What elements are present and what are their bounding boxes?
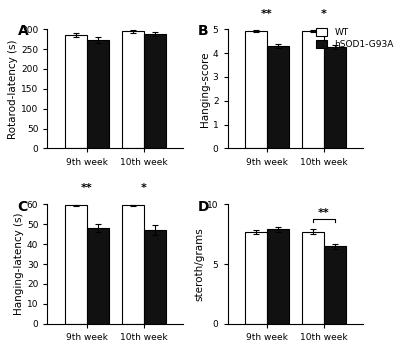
Text: D: D: [198, 199, 209, 213]
Bar: [144, 230, 166, 324]
Bar: [267, 47, 289, 148]
Text: A: A: [18, 25, 28, 38]
Bar: [324, 246, 346, 324]
Bar: [87, 228, 109, 324]
Bar: [324, 47, 346, 148]
Bar: [302, 232, 324, 324]
Bar: [65, 35, 87, 148]
Bar: [267, 230, 289, 324]
Bar: [302, 31, 324, 148]
Text: **: **: [261, 9, 273, 19]
Bar: [65, 205, 87, 324]
Y-axis label: Rotarod-latency (s): Rotarod-latency (s): [8, 39, 18, 139]
Bar: [122, 31, 144, 148]
Text: **: **: [318, 208, 330, 218]
Text: C: C: [18, 199, 28, 213]
Y-axis label: steroth/grams: steroth/grams: [194, 227, 204, 301]
Bar: [122, 205, 144, 324]
Y-axis label: Hanging-score: Hanging-score: [200, 51, 210, 127]
Bar: [87, 40, 109, 148]
Bar: [144, 34, 166, 148]
Bar: [245, 232, 267, 324]
Bar: [245, 31, 267, 148]
Text: **: **: [81, 183, 93, 194]
Text: *: *: [141, 183, 147, 194]
Y-axis label: Hanging-latency (s): Hanging-latency (s): [14, 213, 24, 315]
Text: B: B: [198, 25, 208, 38]
Text: *: *: [321, 9, 327, 19]
Legend: WT, hSOD1-G93A: WT, hSOD1-G93A: [316, 28, 394, 49]
